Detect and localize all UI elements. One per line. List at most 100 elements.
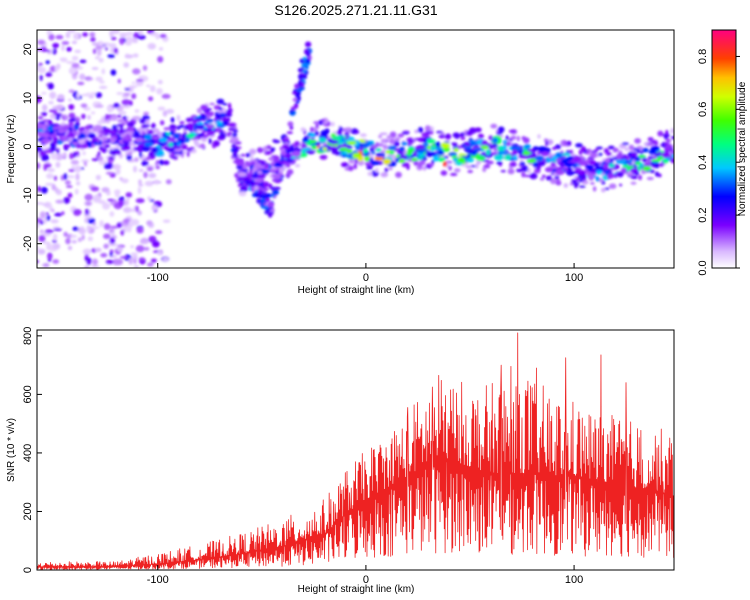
noise-blob (161, 93, 171, 99)
ridge-halo-blob (523, 174, 532, 178)
ridge-core-blob (411, 157, 418, 162)
ridge-halo-blob (186, 151, 190, 158)
ridge-core-blob (301, 148, 306, 154)
noise-blob (143, 171, 148, 179)
ridge-halo-blob (186, 147, 193, 152)
ridge-halo-blob (671, 135, 674, 140)
ridge-core-blob (416, 148, 426, 153)
noise-blob (48, 101, 54, 105)
ridge-halo-blob (70, 117, 77, 122)
ridge-core-blob (544, 167, 554, 173)
ridge-halo-blob (670, 128, 674, 134)
figure-title: S126.2025.271.21.11.G31 (274, 2, 437, 18)
ridge-core-blob (303, 136, 309, 143)
ridge-halo-blob (664, 134, 669, 140)
ridge-halo-blob (80, 143, 88, 149)
ridge-core-blob (650, 161, 656, 166)
noise-blob (146, 220, 153, 226)
ridge-halo-blob (451, 142, 458, 146)
noise-blob (37, 95, 42, 104)
ridge-halo-blob (117, 114, 122, 118)
spectrogram-x-axis-label: Height of straight line (km) (298, 285, 415, 296)
ridge-core-blob (244, 181, 253, 186)
ridge-halo-blob (286, 131, 293, 134)
secondary-blob (265, 198, 271, 202)
noise-blob (130, 245, 134, 249)
ridge-core-blob (413, 150, 418, 156)
ridge-halo-blob (571, 179, 577, 183)
ridge-halo-blob (389, 131, 397, 138)
ridge-halo-blob (424, 125, 431, 132)
noise-blob (61, 44, 65, 52)
ridge-halo-blob (259, 181, 264, 187)
ridge-core-blob (348, 145, 353, 149)
noise-blob (138, 169, 144, 172)
noise-blob (113, 103, 120, 108)
ridge-core-blob (399, 154, 409, 160)
ridge-halo-blob (146, 156, 151, 161)
ridge-core-blob (352, 153, 360, 159)
noise-blob (72, 226, 79, 231)
ridge-core-blob (228, 127, 236, 131)
ridge-halo-blob (250, 154, 254, 160)
ridge-halo-blob (581, 146, 586, 152)
noise-blob (68, 67, 77, 75)
ridge-halo-blob (422, 166, 427, 171)
ridge-halo-blob (521, 165, 529, 172)
ridge-halo-blob (245, 152, 251, 158)
ridge-halo-blob (95, 154, 100, 159)
ridge-halo-blob (338, 126, 343, 133)
noise-blob (150, 45, 155, 49)
noise-blob (114, 258, 124, 266)
ridge-halo-blob (314, 130, 319, 136)
ridge-halo-blob (126, 121, 135, 127)
x-tick-label: 100 (565, 574, 583, 586)
ridge-halo-blob (619, 183, 623, 187)
ridge-core-blob (581, 173, 586, 180)
ridge-halo-blob (590, 182, 595, 185)
ridge-core-blob (629, 167, 639, 173)
noise-blob (53, 228, 62, 232)
noise-blob (42, 263, 50, 268)
noise-blob (47, 51, 52, 55)
noise-blob (53, 243, 61, 250)
ridge-core-blob (340, 154, 348, 158)
ridge-core-blob (515, 146, 522, 151)
noise-blob (116, 92, 124, 95)
ridge-halo-blob (384, 167, 389, 173)
ridge-halo-blob (554, 144, 562, 150)
noise-blob (107, 198, 115, 202)
secondary-blob (289, 109, 294, 114)
ridge-core-blob (310, 133, 315, 138)
noise-blob (123, 207, 132, 213)
y-tick-label: 20 (22, 43, 34, 55)
ridge-core-blob (588, 175, 594, 181)
ridge-halo-blob (389, 138, 396, 145)
ridge-core-blob (176, 141, 181, 147)
ridge-core-blob (370, 160, 380, 165)
ridge-halo-blob (452, 132, 460, 138)
colorbar-tick-label: 0.2 (697, 207, 709, 222)
ridge-halo-blob (66, 144, 71, 148)
ridge-halo-blob (69, 152, 74, 160)
noise-blob (116, 246, 123, 253)
spectrogram-y-axis-label: Frequency (Hz) (6, 115, 17, 184)
ridge-core-blob (179, 124, 185, 129)
noise-blob (86, 225, 91, 233)
ridge-core-blob (134, 138, 144, 142)
ridge-halo-blob (63, 144, 67, 150)
ridge-halo-blob (425, 163, 431, 168)
ridge-halo-blob (508, 129, 517, 133)
ridge-core-blob (318, 137, 327, 143)
ridge-core-blob (555, 169, 565, 176)
noise-blob (110, 231, 115, 236)
ridge-core-blob (605, 169, 610, 176)
ridge-core-blob (196, 133, 205, 137)
ridge-halo-blob (408, 142, 413, 146)
ridge-halo-blob (647, 137, 654, 142)
colorbar-ticks: 0.0 0.2 0.4 0.6 0.8 (697, 49, 740, 276)
ridge-core-blob (359, 142, 364, 147)
noise-blob (39, 220, 44, 225)
noise-blob (156, 88, 163, 95)
noise-blob (132, 68, 141, 75)
